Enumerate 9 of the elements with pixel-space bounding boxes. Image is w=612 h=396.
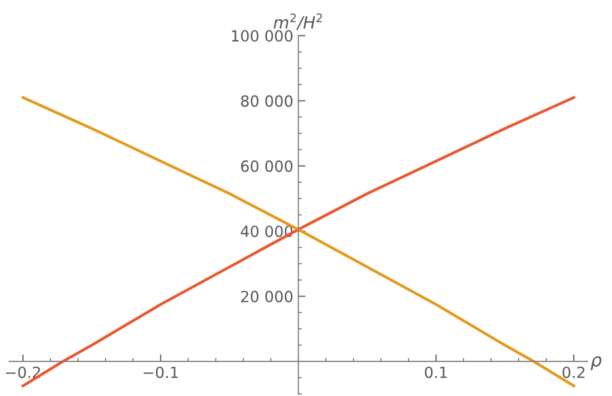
y-tick-label: 20 000 [241, 290, 292, 302]
y-tick-label: 60 000 [241, 160, 292, 172]
y-tick-label: 80 000 [241, 95, 292, 107]
x-tick-label: −0.1 [144, 366, 178, 378]
x-tick-label: 0.2 [562, 366, 584, 378]
x-axis-title: ρ [590, 356, 602, 370]
y-tick-label: 100 000 [232, 30, 292, 42]
x-tick-label: 0.1 [424, 366, 447, 378]
y-axis-title: m$^{2}$/H$^{2}$ [274, 13, 322, 30]
